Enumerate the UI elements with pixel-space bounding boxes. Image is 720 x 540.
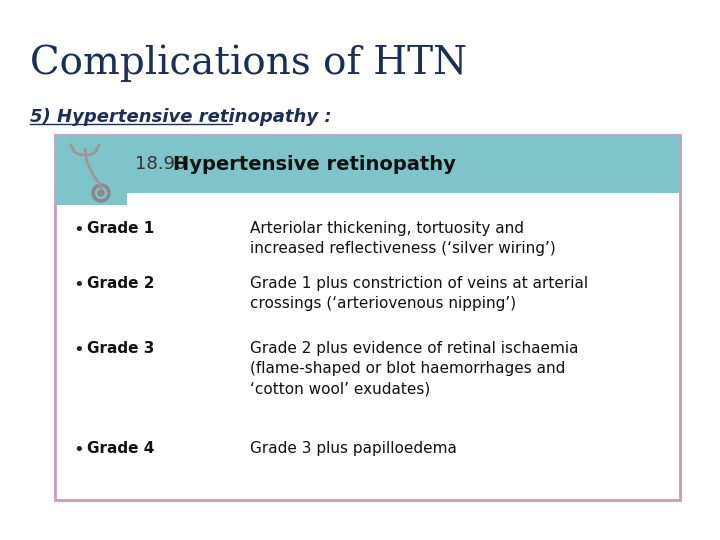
Text: •: • xyxy=(73,441,84,459)
Bar xyxy=(55,135,680,193)
Text: Grade 3: Grade 3 xyxy=(87,341,154,356)
Text: •: • xyxy=(73,341,84,359)
Text: 18.90: 18.90 xyxy=(135,155,186,173)
Text: •: • xyxy=(73,221,84,239)
Text: Hypertensive retinopathy: Hypertensive retinopathy xyxy=(173,154,456,173)
FancyBboxPatch shape xyxy=(55,135,680,500)
Text: Grade 1 plus constriction of veins at arterial
crossings (‘arteriovenous nipping: Grade 1 plus constriction of veins at ar… xyxy=(250,276,588,312)
Text: Grade 4: Grade 4 xyxy=(87,441,154,456)
Text: Arteriolar thickening, tortuosity and
increased reflectiveness (‘silver wiring’): Arteriolar thickening, tortuosity and in… xyxy=(250,221,556,256)
Text: Grade 2: Grade 2 xyxy=(87,276,155,291)
Text: Complications of HTN: Complications of HTN xyxy=(30,45,467,83)
Text: Grade 3 plus papilloedema: Grade 3 plus papilloedema xyxy=(250,441,457,456)
Circle shape xyxy=(98,190,104,196)
Text: Grade 1: Grade 1 xyxy=(87,221,154,236)
Text: Grade 2 plus evidence of retinal ischaemia
(flame-shaped or blot haemorrhages an: Grade 2 plus evidence of retinal ischaem… xyxy=(250,341,578,397)
Text: •: • xyxy=(73,276,84,294)
Text: 5) Hypertensive retinopathy :: 5) Hypertensive retinopathy : xyxy=(30,108,332,126)
Bar xyxy=(55,135,127,205)
